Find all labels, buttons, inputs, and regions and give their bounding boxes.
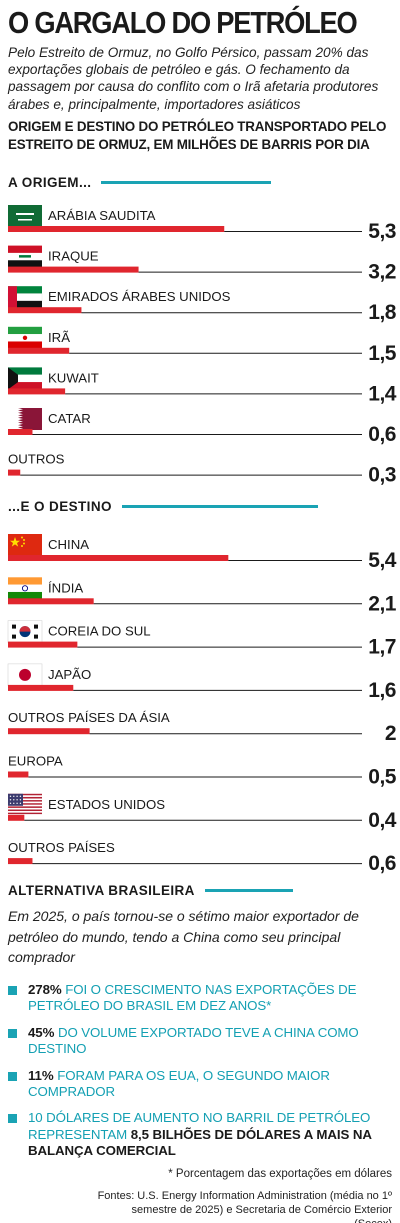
destination-bar [8, 598, 94, 605]
destination-section-heading: ...E O DESTINO [8, 496, 318, 516]
alternative-heading-text: ALTERNATIVA BRASILEIRA [8, 882, 195, 898]
origin-value-label: 0,3 [368, 464, 396, 487]
destination-value-label: 5,4 [368, 549, 397, 572]
origin-heading-rule [101, 180, 272, 184]
fact-text: DO VOLUME EXPORTADO TEVE A CHINA COMO DE… [28, 1024, 359, 1057]
destination-value-label: 0,4 [368, 809, 397, 832]
bullet-square-icon [8, 1114, 17, 1124]
origin-value-label: 0,6 [368, 423, 396, 446]
origin-heading-text: A ORIGEM... [8, 174, 92, 190]
origin-bar [8, 226, 225, 232]
destination-heading-rule [121, 504, 318, 508]
destination-value-label: 1,6 [368, 679, 396, 702]
fact-text: FORAM PARA OS EUA, O SEGUNDO MAIOR COMPR… [28, 1067, 330, 1100]
flag-china-icon [8, 534, 42, 556]
origin-value-label: 1,4 [368, 382, 397, 405]
bullet-square-icon [8, 986, 17, 995]
flag-iraq-icon [8, 245, 42, 268]
destination-category-label: JAPÃO [48, 667, 91, 682]
flag-saudi-arabia-icon [8, 205, 42, 227]
origin-value-label: 1,8 [368, 301, 397, 324]
bullet-square-icon [8, 1028, 17, 1038]
origin-value-label: 5,3 [368, 220, 396, 243]
origin-category-label: KUWAIT [48, 370, 99, 385]
flag-japan-icon [7, 663, 43, 687]
destination-category-label: COREIA DO SUL [48, 624, 151, 639]
destination-bar [8, 858, 33, 865]
fact-item: 10 DÓLARES DE AUMENTO NO BARRIL DE PETRÓ… [8, 1110, 396, 1159]
flag-india-icon [8, 577, 42, 600]
origin-bar [8, 347, 70, 354]
flag-qatar-icon [8, 408, 42, 430]
lead-text: Pelo Estreito de Ormuz, no Golfo Pérsico… [8, 45, 379, 112]
origin-category-label: CATAR [48, 411, 91, 426]
flag-iran-icon [8, 326, 42, 349]
flag-south-korea-icon [7, 620, 43, 643]
origin-category-label: ARÁBIA SAUDITA [48, 208, 156, 223]
fact-item: 11% FORAM PARA OS EUA, O SEGUNDO MAIOR C… [8, 1068, 396, 1101]
destination-value-label: 1,7 [368, 636, 396, 659]
footnote: * Porcentagem das exportações em dólares [168, 1168, 392, 1180]
destination-category-label: CHINA [48, 537, 89, 552]
flag-usa-icon [8, 793, 42, 816]
bullet-square-icon [8, 1071, 17, 1081]
origin-value-label: 1,5 [368, 342, 397, 365]
fact-highlight: 278% [28, 982, 62, 997]
origin-category-label: OUTROS [8, 452, 65, 467]
destination-value-label: 0,5 [368, 766, 397, 789]
destination-value-label: 0,6 [368, 852, 396, 875]
chart-subtitle: ORIGEM E DESTINO DO PETRÓLEO TRANSPORTAD… [8, 119, 387, 152]
destination-category-label: OUTROS PAÍSES DA ÁSIA [8, 710, 170, 725]
destination-bar [8, 555, 229, 561]
alternative-text: Em 2025, o país tornou-se o sétimo maior… [8, 908, 359, 965]
origin-bar [8, 429, 33, 435]
origin-category-label: IRAQUE [48, 249, 99, 264]
fact-item: 278% FOI O CRESCIMENTO NAS EXPORTAÇÕES D… [8, 982, 396, 1015]
fact-highlight: 8,5 BILHÕES DE DÓLARES A MAIS NA BALANÇA… [28, 1126, 372, 1159]
fact-highlight: 45% [28, 1024, 55, 1040]
fact-highlight: 11% [28, 1067, 54, 1083]
fact-text: FOI O CRESCIMENTO NAS EXPORTAÇÕES DE PET… [28, 982, 357, 1014]
facts-list: 278% FOI O CRESCIMENTO NAS EXPORTAÇÕES D… [8, 982, 396, 1170]
destination-category-label: OUTROS PAÍSES [8, 840, 115, 855]
alternative-heading-rule [204, 888, 293, 892]
origin-bar [8, 307, 82, 314]
flag-kuwait-icon [8, 367, 42, 390]
destination-bar [8, 684, 74, 691]
destination-heading-text: ...E O DESTINO [8, 498, 112, 514]
destination-value-label: 2 [385, 722, 396, 745]
fact-text: 10 DÓLARES DE AUMENTO NO BARRIL DE PETRÓ… [28, 1110, 371, 1142]
destination-value-label: 2,1 [368, 592, 397, 615]
origin-bar [8, 388, 66, 395]
destination-category-label: EUROPA [8, 754, 63, 769]
flag-uae-icon [7, 286, 43, 309]
destination-category-label: ÍNDIA [48, 580, 83, 595]
origin-value-label: 3,2 [368, 261, 396, 284]
page-title: O GARGALO DO PETRÓLEO [8, 5, 358, 40]
origin-category-label: EMIRADOS ÁRABES UNIDOS [48, 289, 231, 304]
destination-bar [8, 641, 78, 648]
destination-bar [8, 728, 90, 735]
sources-text: Fontes: U.S. Energy Information Administ… [97, 1190, 392, 1223]
alternative-section-heading: ALTERNATIVA BRASILEIRA [8, 880, 293, 900]
destination-bar [8, 771, 29, 778]
destination-bar [8, 814, 25, 821]
fact-item: 45% DO VOLUME EXPORTADO TEVE A CHINA COM… [8, 1025, 396, 1058]
origin-bar [8, 469, 21, 476]
destination-category-label: ESTADOS UNIDOS [48, 797, 165, 812]
origin-bar [8, 266, 139, 273]
origin-category-label: IRÃ [48, 330, 70, 345]
origin-section-heading: A ORIGEM... [8, 172, 272, 192]
